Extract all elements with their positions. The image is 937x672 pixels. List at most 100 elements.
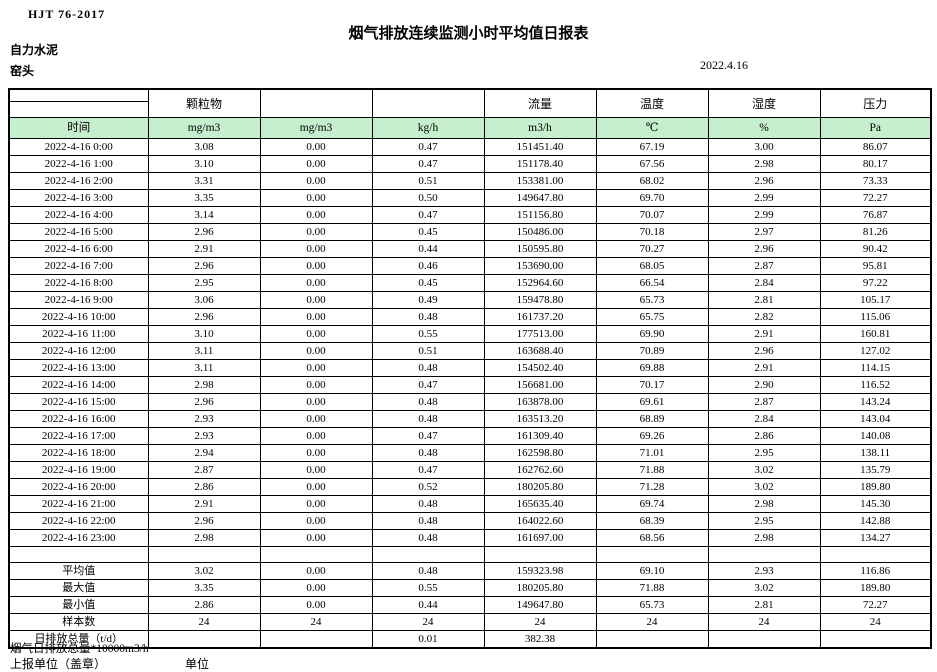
value-cell: 142.88 bbox=[819, 512, 932, 530]
value-cell: 0.47 bbox=[371, 155, 485, 173]
value-cell: 0.00 bbox=[259, 206, 373, 224]
row-label-cell: 2022-4-16 2:00 bbox=[8, 172, 149, 190]
value-cell: 0.48 bbox=[371, 359, 485, 377]
row-label-cell: 日排放总量（t/d） bbox=[8, 630, 149, 649]
value-cell: 3.02 bbox=[147, 562, 261, 580]
value-cell: 154502.40 bbox=[483, 359, 597, 377]
value-cell: 2.86 bbox=[147, 478, 261, 496]
unit-header-time: 时间 bbox=[8, 117, 149, 139]
value-cell: 2.87 bbox=[147, 461, 261, 479]
value-cell: 134.27 bbox=[819, 529, 932, 547]
value-cell: 68.39 bbox=[595, 512, 709, 530]
row-label-cell: 2022-4-16 12:00 bbox=[8, 342, 149, 360]
value-cell: 3.11 bbox=[147, 359, 261, 377]
value-cell: 0.00 bbox=[259, 529, 373, 547]
table-row: 2022-4-16 16:00 2.93 0.00 0.48 163513.20 68.8… bbox=[8, 410, 932, 428]
value-cell: 65.73 bbox=[595, 596, 709, 614]
header-blank-bottom-cell bbox=[8, 101, 149, 118]
table-row: 2022-4-16 20:00 2.86 0.00 0.52 180205.80 71.2… bbox=[8, 478, 932, 496]
value-cell: 81.26 bbox=[819, 223, 932, 241]
value-cell: 0.48 bbox=[371, 444, 485, 462]
value-cell: 2.96 bbox=[707, 172, 821, 190]
row-label-cell: 2022-4-16 4:00 bbox=[8, 206, 149, 224]
value-cell: 67.19 bbox=[595, 138, 709, 156]
value-cell: 24 bbox=[595, 613, 709, 631]
value-cell: 127.02 bbox=[819, 342, 932, 360]
value-cell: 72.27 bbox=[819, 596, 932, 614]
value-cell: 0.00 bbox=[259, 393, 373, 411]
report-date: 2022.4.16 bbox=[700, 58, 748, 72]
value-cell: 164022.60 bbox=[483, 512, 597, 530]
company-name: 自力水泥 bbox=[10, 43, 59, 57]
value-cell: 153690.00 bbox=[483, 257, 597, 275]
col-header-humidity: 湿度 bbox=[707, 88, 821, 118]
value-cell: 0.45 bbox=[371, 223, 485, 241]
value-cell: 70.27 bbox=[595, 240, 709, 258]
value-cell: 0.49 bbox=[371, 291, 485, 309]
value-cell: 151451.40 bbox=[483, 138, 597, 156]
value-cell: 0.00 bbox=[259, 427, 373, 445]
value-cell: 3.10 bbox=[147, 325, 261, 343]
value-cell: 2.84 bbox=[707, 410, 821, 428]
value-cell: 95.81 bbox=[819, 257, 932, 275]
value-cell: 0.00 bbox=[259, 172, 373, 190]
value-cell: 24 bbox=[147, 613, 261, 631]
value-cell: 163688.40 bbox=[483, 342, 597, 360]
value-cell: 68.05 bbox=[595, 257, 709, 275]
value-cell: 0.50 bbox=[371, 189, 485, 207]
value-cell: 2.96 bbox=[147, 308, 261, 326]
value-cell: 0.48 bbox=[371, 495, 485, 513]
value-cell: 0.48 bbox=[371, 529, 485, 547]
value-cell: 3.02 bbox=[707, 579, 821, 597]
row-label-cell: 平均值 bbox=[8, 562, 149, 580]
value-cell: 0.55 bbox=[371, 325, 485, 343]
row-label-cell: 2022-4-16 17:00 bbox=[8, 427, 149, 445]
value-cell: 71.28 bbox=[595, 478, 709, 496]
value-cell: 0.48 bbox=[371, 308, 485, 326]
row-label-cell: 2022-4-16 11:00 bbox=[8, 325, 149, 343]
value-cell: 0.00 bbox=[259, 495, 373, 513]
value-cell: 0.45 bbox=[371, 274, 485, 292]
col-header-blank-1 bbox=[259, 88, 373, 118]
summary-rows-body: 平均值 3.02 0.00 0.48 159323.98 69.10 2.93 116.86 最… bbox=[8, 562, 932, 649]
value-cell: 0.44 bbox=[371, 596, 485, 614]
value-cell: 68.56 bbox=[595, 529, 709, 547]
value-cell: 0.48 bbox=[371, 393, 485, 411]
unit-header-pa: Pa bbox=[819, 117, 932, 139]
value-cell: 0.00 bbox=[259, 240, 373, 258]
value-cell: 160.81 bbox=[819, 325, 932, 343]
value-cell: 97.22 bbox=[819, 274, 932, 292]
value-cell: 382.38 bbox=[483, 630, 597, 649]
table-row: 2022-4-16 14:00 2.98 0.00 0.47 156681.00 70.1… bbox=[8, 376, 932, 394]
table-row: 2022-4-16 5:00 2.96 0.00 0.45 150486.00 70.18… bbox=[8, 223, 932, 241]
value-cell: 68.02 bbox=[595, 172, 709, 190]
value-cell: 2.93 bbox=[147, 410, 261, 428]
table-row: 2022-4-16 11:00 3.10 0.00 0.55 177513.00 69.9… bbox=[8, 325, 932, 343]
value-cell: 2.98 bbox=[707, 495, 821, 513]
value-cell: 2.86 bbox=[707, 427, 821, 445]
row-label-cell: 2022-4-16 15:00 bbox=[8, 393, 149, 411]
unit-header-row: 时间 mg/m3 mg/m3 kg/h m3/h ℃ % Pa bbox=[8, 117, 932, 139]
value-cell: 70.17 bbox=[595, 376, 709, 394]
value-cell: 2.94 bbox=[147, 444, 261, 462]
value-cell: 161737.20 bbox=[483, 308, 597, 326]
value-cell: 69.10 bbox=[595, 562, 709, 580]
value-cell: 2.87 bbox=[707, 257, 821, 275]
row-label-cell: 2022-4-16 3:00 bbox=[8, 189, 149, 207]
row-label-cell: 2022-4-16 20:00 bbox=[8, 478, 149, 496]
table-row: 2022-4-16 23:00 2.98 0.00 0.48 161697.00 68.5… bbox=[8, 529, 932, 547]
value-cell: 159323.98 bbox=[483, 562, 597, 580]
value-cell: 2.96 bbox=[147, 512, 261, 530]
value-cell: 2.98 bbox=[147, 376, 261, 394]
row-label-cell: 2022-4-16 22:00 bbox=[8, 512, 149, 530]
value-cell: 68.89 bbox=[595, 410, 709, 428]
value-cell: 2.99 bbox=[707, 189, 821, 207]
value-cell: 0.00 bbox=[259, 257, 373, 275]
value-cell: 0.00 bbox=[259, 342, 373, 360]
value-cell: 151178.40 bbox=[483, 155, 597, 173]
value-cell: 69.88 bbox=[595, 359, 709, 377]
value-cell: 2.96 bbox=[147, 223, 261, 241]
value-cell: 140.08 bbox=[819, 427, 932, 445]
value-cell: 3.02 bbox=[707, 461, 821, 479]
